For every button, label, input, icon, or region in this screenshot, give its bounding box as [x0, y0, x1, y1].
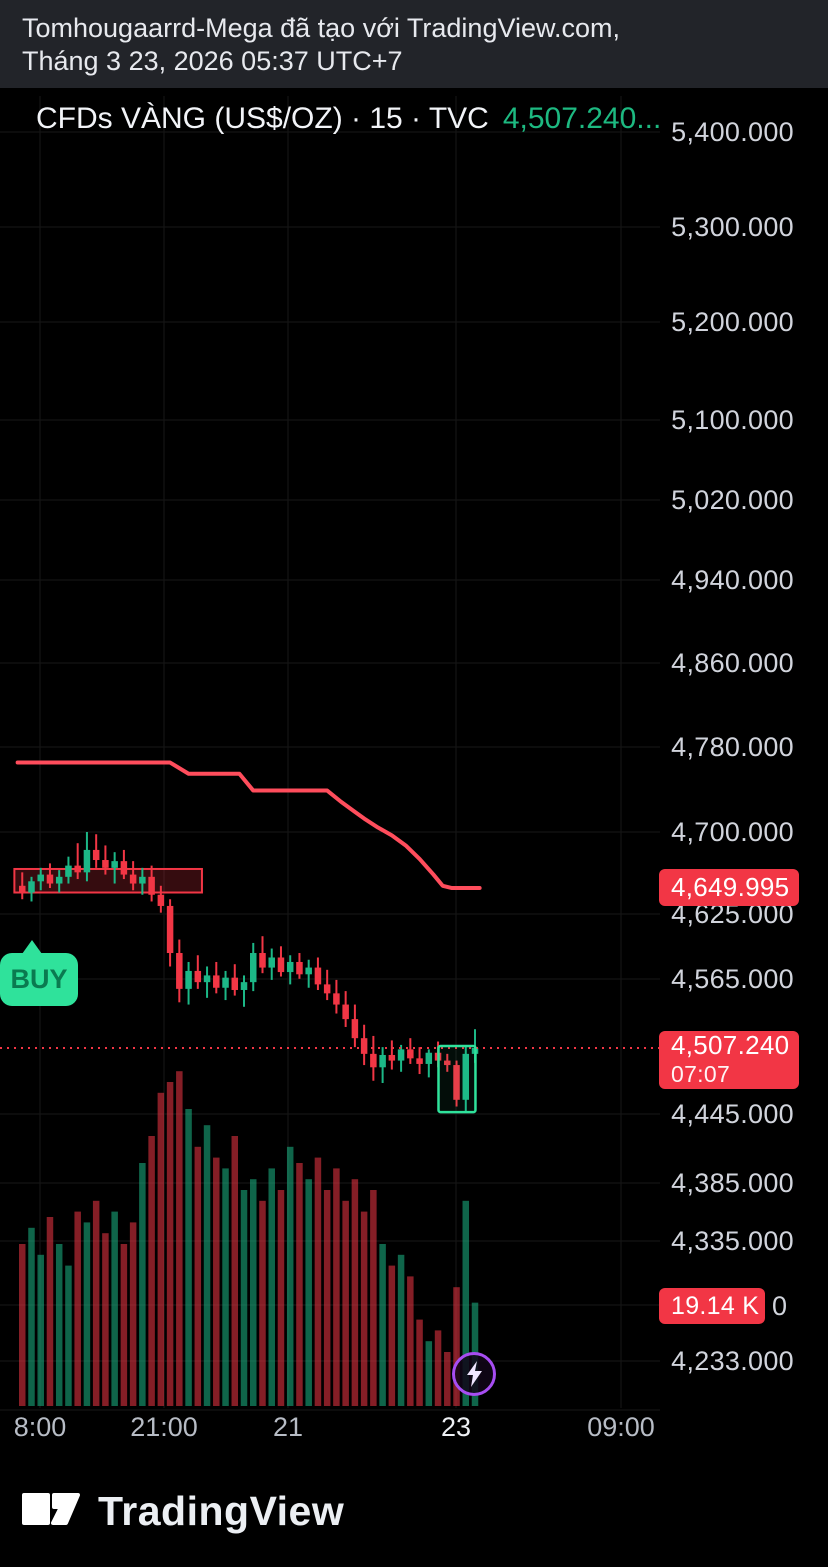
time-axis-label: 8:00 [13, 1412, 67, 1442]
bar-countdown: 07:07 [671, 1061, 731, 1087]
buy-position-label[interactable]: BUY [0, 940, 78, 1006]
price-axis-label: 5,400.000 [671, 117, 794, 147]
volume-badge: 19.14 K [659, 1288, 765, 1324]
price-axis-label: 4,445.000 [671, 1099, 794, 1129]
share-header: Tomhougaarrd-Mega đã tạo với TradingView… [0, 0, 828, 88]
price-axis-label: 5,100.000 [671, 405, 794, 435]
price-axis-label: 5,200.000 [671, 307, 794, 337]
share-timestamp: Tháng 3 23, 2026 05:37 UTC+7 [22, 46, 403, 76]
lightning-icon[interactable] [452, 1352, 496, 1396]
last-price-value: 4,507.240 [671, 1030, 790, 1060]
time-axis-label: 21 [272, 1412, 304, 1442]
buy-label-text: BUY [10, 964, 68, 994]
symbol-last-price: 4,507.240... [502, 102, 662, 135]
time-axis-label: 21:00 [130, 1412, 198, 1442]
price-axis-label: 4,700.000 [671, 817, 794, 847]
symbol-title[interactable]: CFDs VÀNG (US$/OZ) · 15 · TVC [36, 102, 489, 135]
share-attribution: Tomhougaarrd-Mega đã tạo với TradingView… [22, 13, 621, 43]
price-axis-label: 4,385.000 [671, 1168, 794, 1198]
symbol-legend[interactable]: CFDs VÀNG (US$/OZ) · 15 · TVC 4,507.240..… [36, 102, 661, 136]
price-axis-label: 5,020.000 [671, 485, 794, 515]
price-axis-label: 4,860.000 [671, 648, 794, 678]
tradingview-logo-icon [22, 1488, 80, 1535]
time-axis-label: 23 [440, 1412, 472, 1442]
price-axis-label: 4,780.000 [671, 732, 794, 762]
time-axis-label: 09:00 [587, 1412, 655, 1442]
clipped-axis-label: 0 [772, 1291, 788, 1321]
indicator-price-badge: 4,649.995 [659, 869, 799, 906]
lightning-bolt-glyph [466, 1361, 482, 1387]
price-axis-label: 4,940.000 [671, 565, 794, 595]
price-axis-label: 4,335.000 [671, 1226, 794, 1256]
price-axis-label: 4,565.000 [671, 964, 794, 994]
last-price-badge: 4,507.240 07:07 [659, 1031, 799, 1089]
brand-name: TradingView [98, 1487, 345, 1534]
price-axis-label: 4,233.000 [671, 1346, 794, 1376]
footer: TradingView [0, 1455, 828, 1567]
price-axis-label: 5,300.000 [671, 212, 794, 242]
